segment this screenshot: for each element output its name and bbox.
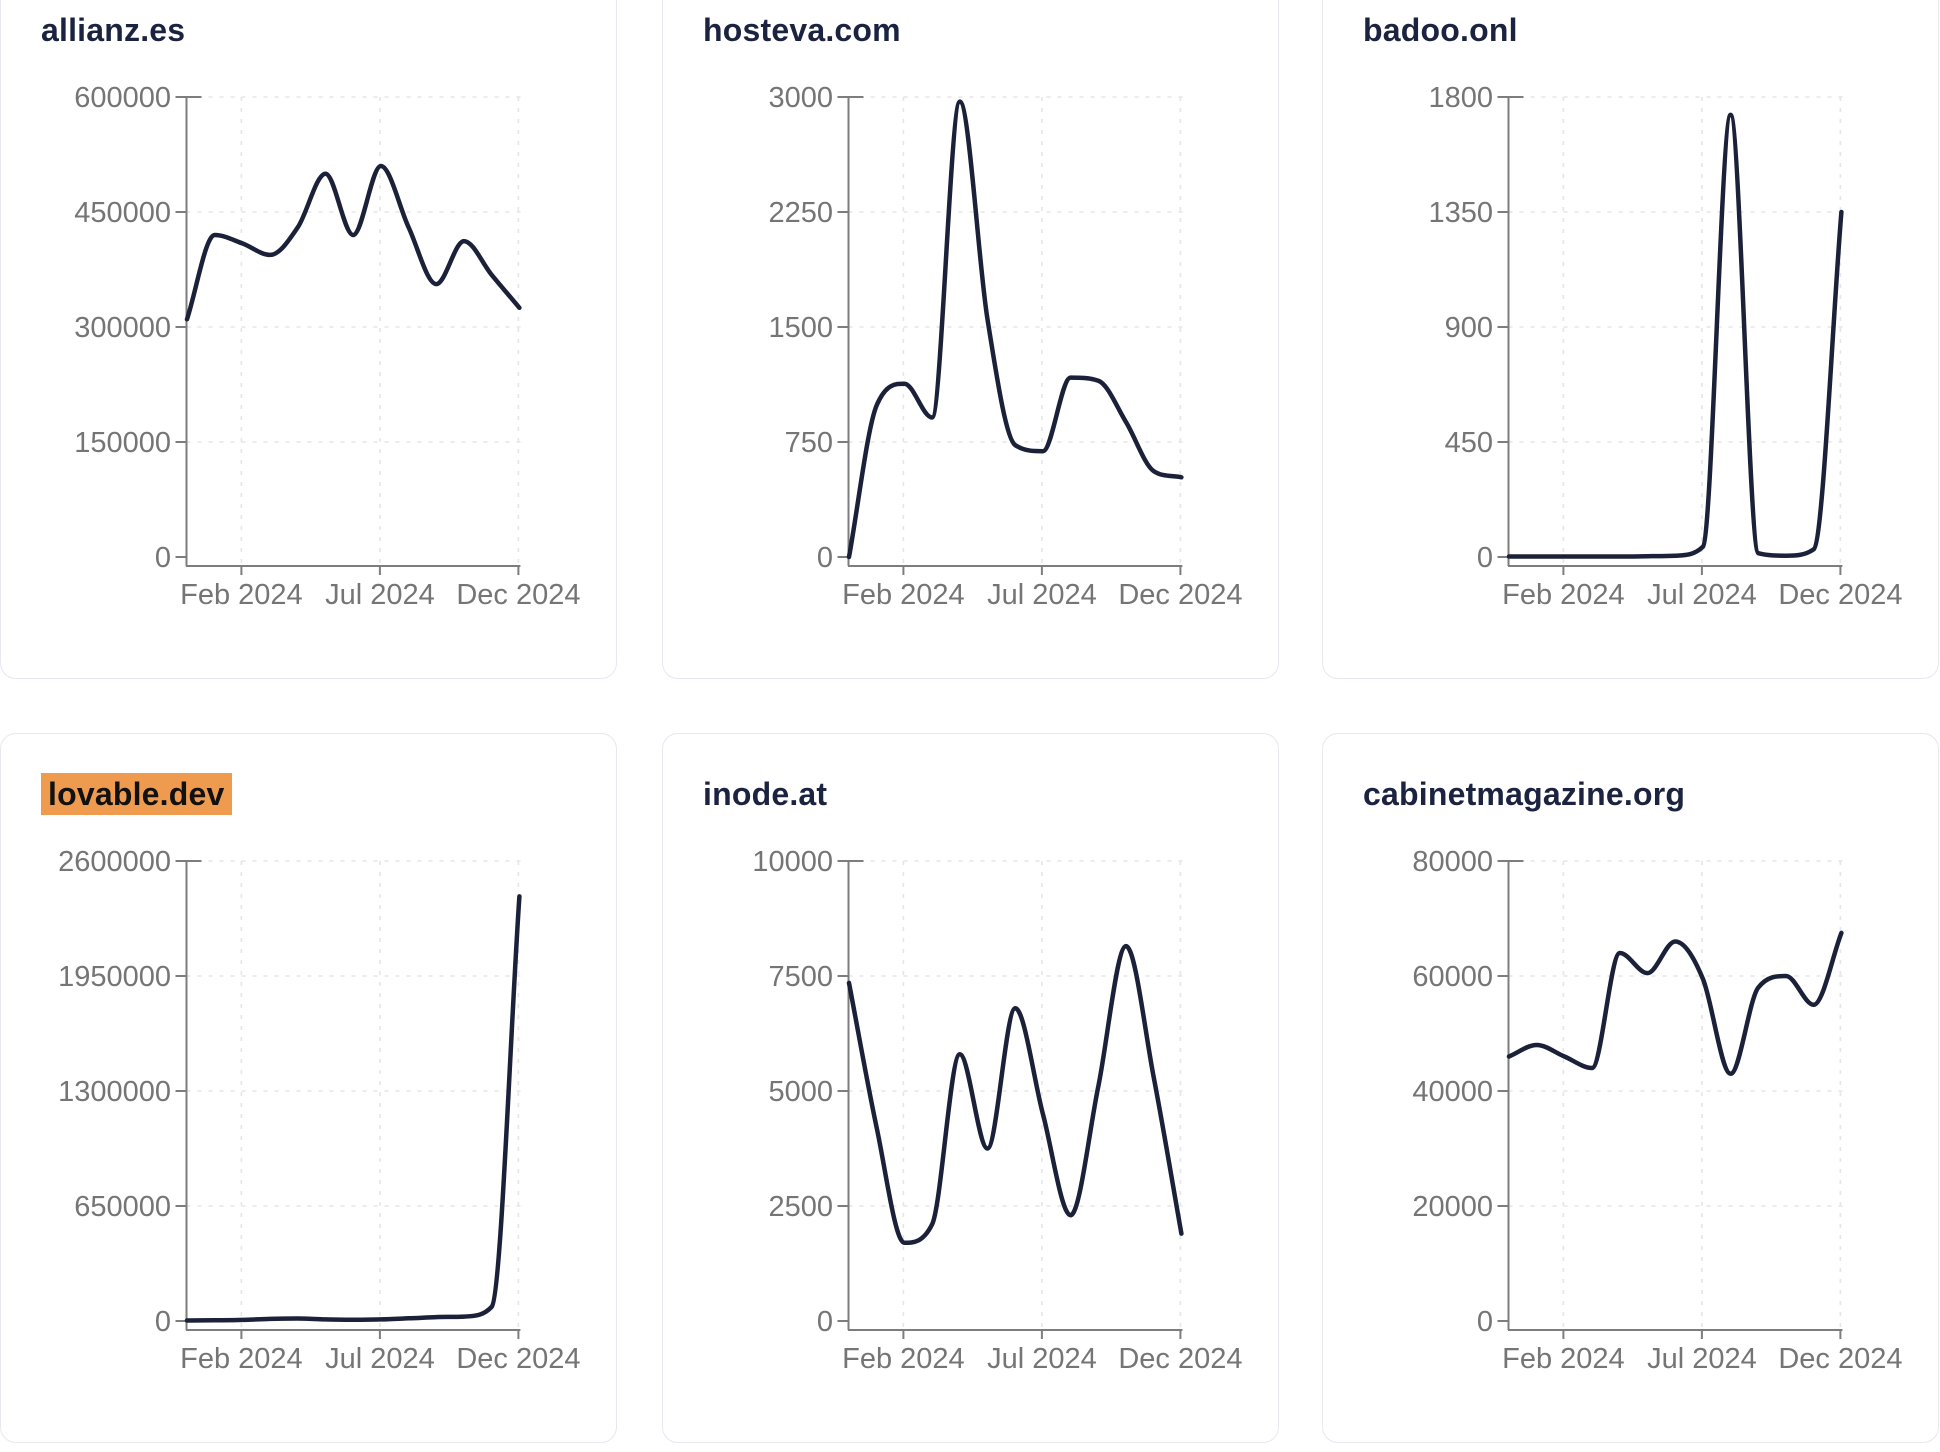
y-tick-label: 0 bbox=[817, 1306, 833, 1338]
card-title: hosteva.com bbox=[703, 12, 901, 49]
x-tick-label: Jul 2024 bbox=[987, 1343, 1097, 1375]
card-title: cabinetmagazine.org bbox=[1363, 776, 1685, 813]
card-title: allianz.es bbox=[41, 12, 185, 49]
x-tick-label: Dec 2024 bbox=[1118, 579, 1242, 611]
x-tick-label: Feb 2024 bbox=[1502, 579, 1625, 611]
trend-line bbox=[1506, 930, 1844, 1077]
domain-title[interactable]: badoo.onl bbox=[1363, 12, 1518, 48]
trend-line bbox=[184, 894, 522, 1323]
x-tick-label: Dec 2024 bbox=[1118, 1343, 1242, 1375]
y-tick-label: 80000 bbox=[1412, 846, 1493, 878]
y-tick-label: 7500 bbox=[768, 961, 833, 993]
y-tick-label: 40000 bbox=[1412, 1076, 1493, 1108]
y-tick-label: 1500 bbox=[768, 312, 833, 344]
x-tick-label: Dec 2024 bbox=[1778, 579, 1902, 611]
y-tick-label: 2600000 bbox=[58, 846, 171, 878]
y-tick-label: 60000 bbox=[1412, 961, 1493, 993]
x-tick-label: Feb 2024 bbox=[842, 579, 965, 611]
domain-title[interactable]: lovable.dev bbox=[41, 773, 232, 815]
y-tick-label: 900 bbox=[1445, 312, 1493, 344]
x-tick-label: Dec 2024 bbox=[456, 1343, 580, 1375]
domain-title[interactable]: inode.at bbox=[703, 776, 828, 812]
trend-line bbox=[1506, 112, 1844, 559]
y-tick-label: 5000 bbox=[768, 1076, 833, 1108]
card-title: lovable.dev bbox=[41, 773, 232, 815]
domain-title[interactable]: allianz.es bbox=[41, 12, 186, 48]
x-tick-label: Dec 2024 bbox=[1778, 1343, 1902, 1375]
x-tick-label: Dec 2024 bbox=[456, 579, 580, 611]
chart-card[interactable]: inode.at 0 2500 5000 7500 10000 Feb 2024 Jul 20… bbox=[662, 733, 1279, 1443]
line-chart: 0 650000 1300000 1950000 2600000 Feb 2024 Jul … bbox=[58, 846, 580, 1375]
chart-card[interactable]: cabinetmagazine.org 0 20000 40000 60000 80000… bbox=[1322, 733, 1939, 1443]
card-title: badoo.onl bbox=[1363, 12, 1518, 49]
x-tick-label: Jul 2024 bbox=[325, 579, 435, 611]
trend-line bbox=[846, 943, 1184, 1246]
y-tick-label: 750 bbox=[785, 427, 833, 459]
chart-card[interactable]: badoo.onl 0 450 900 1350 1800 Feb 2024 Jul 2024… bbox=[1322, 0, 1939, 679]
line-chart: 0 150000 300000 450000 600000 Feb 2024 Jul 202… bbox=[74, 82, 580, 611]
x-tick-label: Feb 2024 bbox=[180, 1343, 303, 1375]
x-tick-label: Jul 2024 bbox=[1647, 579, 1757, 611]
y-tick-label: 1950000 bbox=[58, 961, 171, 993]
y-tick-label: 1800 bbox=[1428, 82, 1493, 114]
line-chart: 0 450 900 1350 1800 Feb 2024 Jul 2024 Dec 2024 bbox=[1428, 82, 1902, 611]
domain-title[interactable]: cabinetmagazine.org bbox=[1363, 776, 1686, 812]
domain-title[interactable]: hosteva.com bbox=[703, 12, 901, 48]
x-tick-label: Jul 2024 bbox=[325, 1343, 435, 1375]
y-tick-label: 650000 bbox=[74, 1191, 171, 1223]
y-tick-label: 450 bbox=[1445, 427, 1493, 459]
line-chart: 0 750 1500 2250 3000 Feb 2024 Jul 2024 Dec 2024 bbox=[768, 82, 1242, 611]
y-tick-label: 300000 bbox=[74, 312, 171, 344]
chart-card[interactable]: lovable.dev 0 650000 1300000 1950000 2600000 F… bbox=[0, 733, 617, 1443]
x-tick-label: Feb 2024 bbox=[842, 1343, 965, 1375]
y-tick-label: 2250 bbox=[768, 197, 833, 229]
chart-card[interactable]: hosteva.com 0 750 1500 2250 3000 Feb 2024 Jul 2… bbox=[662, 0, 1279, 679]
y-tick-label: 0 bbox=[1477, 542, 1493, 574]
x-tick-label: Jul 2024 bbox=[1647, 1343, 1757, 1375]
x-tick-label: Jul 2024 bbox=[987, 579, 1097, 611]
y-tick-label: 20000 bbox=[1412, 1191, 1493, 1223]
trend-line bbox=[846, 99, 1184, 560]
y-tick-label: 0 bbox=[1477, 1306, 1493, 1338]
trend-line bbox=[184, 163, 522, 322]
chart-card[interactable]: allianz.es 0 150000 300000 450000 600000 Feb 2… bbox=[0, 0, 617, 679]
y-tick-label: 0 bbox=[155, 1306, 171, 1338]
y-tick-label: 3000 bbox=[768, 82, 833, 114]
y-tick-label: 1300000 bbox=[58, 1076, 171, 1108]
y-tick-label: 0 bbox=[817, 542, 833, 574]
y-tick-label: 600000 bbox=[74, 82, 171, 114]
line-chart: 0 20000 40000 60000 80000 Feb 2024 Jul 2024 Dec… bbox=[1412, 846, 1902, 1375]
y-tick-label: 10000 bbox=[752, 846, 833, 878]
y-tick-label: 0 bbox=[155, 542, 171, 574]
y-tick-label: 150000 bbox=[74, 427, 171, 459]
x-tick-label: Feb 2024 bbox=[180, 579, 303, 611]
y-tick-label: 450000 bbox=[74, 197, 171, 229]
card-title: inode.at bbox=[703, 776, 827, 813]
y-tick-label: 2500 bbox=[768, 1191, 833, 1223]
x-tick-label: Feb 2024 bbox=[1502, 1343, 1625, 1375]
line-chart: 0 2500 5000 7500 10000 Feb 2024 Jul 2024 Dec 20… bbox=[752, 846, 1242, 1375]
y-tick-label: 1350 bbox=[1428, 197, 1493, 229]
